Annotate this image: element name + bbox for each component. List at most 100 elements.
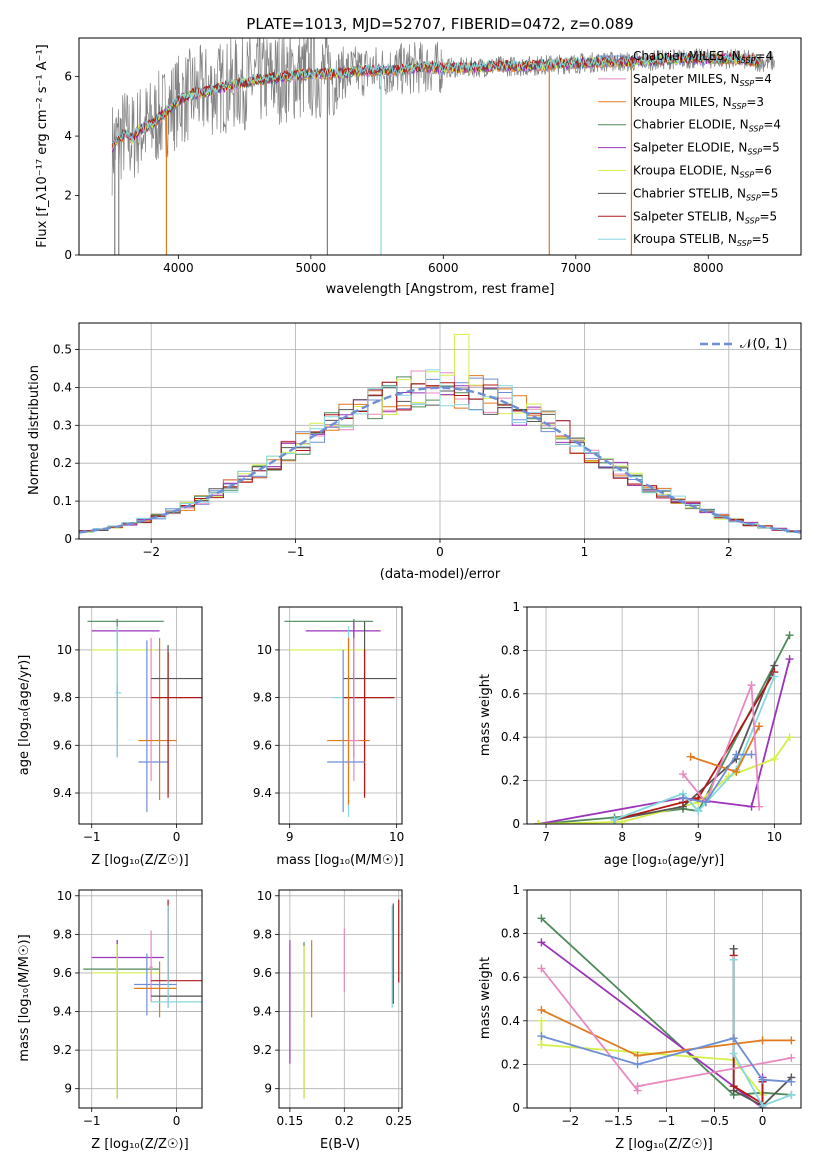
normal-distribution-curve — [79, 386, 801, 534]
residuals-xlabel: (data-model)/error — [380, 567, 501, 582]
mass-weight-marker-salpeter_miles — [787, 1053, 796, 1062]
x-tick-label: 8000 — [693, 261, 724, 275]
spectrum-xlabel: wavelength [Angstrom, rest frame] — [326, 282, 555, 297]
data-layer — [79, 333, 801, 534]
mass-weight-marker-chabrier_miles — [758, 1075, 767, 1084]
data-layer — [284, 618, 397, 817]
x-tick-label: −0.5 — [700, 1114, 729, 1128]
legend-label-salpeter_elodie: Salpeter ELODIE, NSSP=5 — [633, 141, 780, 157]
y-tick-label: 10 — [57, 643, 72, 657]
mass-weight-marker-kroupa_elodie — [537, 1040, 546, 1049]
data-layer — [83, 899, 202, 1099]
mass-vs-z-panel: −1 0 9 9.2 9.4 9.6 9.8 10 Z [log₁₀(Z/Z☉)] mass … — [17, 889, 203, 1152]
mass-weight-marker-chabrier_miles — [633, 1060, 642, 1069]
mass-weight-marker-chabrier_miles — [732, 750, 741, 759]
mass-vs-ebv-plot-area: 0.15 0.2 0.25 9 9.2 9.4 9.6 9.8 10 — [253, 889, 412, 1128]
y-tick-label: 9.6 — [253, 966, 272, 980]
residuals-panel: −2 −1 0 1 2 0 0.1 0.2 0.3 0.4 0.5 (data-model)/err… — [27, 322, 802, 582]
axes-frame — [278, 889, 403, 1109]
mass-weight-marker-chabrier_miles — [729, 1034, 738, 1043]
mass-weight-marker-chabrier_miles — [787, 1077, 796, 1086]
mass-weight-marker-kroupa_elodie — [785, 733, 794, 742]
x-tick-label: 7000 — [561, 261, 592, 275]
x-tick-label: −2 — [561, 1114, 579, 1128]
legend-label-salpeter_miles: Salpeter MILES, NSSP=4 — [633, 72, 772, 88]
mass-weight-marker-chabrier_elodie — [537, 914, 546, 923]
y-tick-label: 9.8 — [53, 691, 72, 705]
legend-label-kroupa_miles: Kroupa MILES, NSSP=3 — [633, 95, 764, 111]
mass-weight-line-chabrier_miles — [682, 753, 752, 804]
x-tick-label: 9 — [694, 830, 702, 844]
y-tick-label: 9.4 — [253, 786, 272, 800]
mass-weight-vs-z-xlabel: Z [log₁₀(Z/Z☉)] — [615, 1137, 712, 1152]
mass-weight-marker-salpeter_miles — [537, 964, 546, 973]
y-tick-label: 9.4 — [53, 786, 72, 800]
y-tick-label: 0.3 — [53, 418, 72, 432]
y-tick-label: 0.1 — [53, 494, 72, 508]
legend-label-kroupa_elodie: Kroupa ELODIE, NSSP=6 — [633, 164, 772, 180]
data-layer — [111, 38, 775, 255]
x-tick-label: 7 — [542, 830, 550, 844]
x-tick-label: −1.5 — [604, 1114, 633, 1128]
mass-weight-line-chabrier_stelib — [614, 665, 776, 821]
y-tick-label: 9 — [64, 1082, 72, 1096]
mass-weight-marker-salpeter_elodie — [537, 938, 546, 947]
y-tick-label: 1 — [512, 883, 520, 897]
histogram-step-kroupa_stelib — [79, 369, 801, 533]
model-line-kroupa_stelib — [111, 51, 762, 148]
x-tick-label: 5000 — [296, 261, 327, 275]
age-vs-z-xlabel: Z [log₁₀(Z/Z☉)] — [91, 853, 188, 868]
mass-weight-line-kroupa_miles — [690, 725, 760, 773]
spectrum-ylabel: Flux [f_λ10⁻¹⁷ erg cm⁻² s⁻¹ A⁻¹] — [35, 44, 50, 248]
mass-weight-marker-kroupa_miles — [758, 1036, 767, 1045]
mass-weight-marker-salpeter_miles — [679, 770, 688, 779]
y-tick-label: 9.6 — [53, 738, 72, 752]
mass-weight-marker-kroupa_stelib — [770, 672, 779, 681]
mass-weight-marker-kroupa_elodie — [618, 817, 627, 824]
y-tick-label: 9.2 — [253, 1043, 272, 1057]
x-tick-label: 1 — [581, 545, 589, 559]
age-vs-mass-plot-area: 9 10 9.4 9.6 9.8 10 — [253, 606, 404, 844]
mass-weight-marker-salpeter_miles — [755, 802, 764, 811]
y-tick-label: 0.8 — [501, 643, 520, 657]
legend-label-chabrier_miles: Chabrier MILES, NSSP=4 — [633, 49, 773, 65]
x-tick-label: −1 — [658, 1114, 676, 1128]
mass-weight-line-salpeter_miles — [682, 684, 760, 807]
mass-weight-marker-kroupa_miles — [537, 1005, 546, 1014]
y-tick-label: 9.4 — [53, 1005, 72, 1019]
model-line-chabrier_stelib — [111, 52, 762, 147]
mass-weight-vs-z-ylabel: mass weight — [478, 957, 493, 1039]
mass-weight-line-chabrier_elodie — [540, 917, 792, 1096]
y-tick-label: 0.2 — [501, 774, 520, 788]
mass-weight-marker-chabrier_miles — [537, 1032, 546, 1041]
x-tick-label: 8 — [618, 830, 626, 844]
spectrum-legend: Chabrier MILES, NSSP=4 Salpeter MILES, NS… — [598, 49, 781, 248]
x-tick-label: 0 — [759, 1114, 767, 1128]
x-tick-label: 0 — [436, 545, 444, 559]
mass-weight-line-kroupa_stelib — [732, 959, 792, 1107]
legend-label-kroupa_stelib: Kroupa STELIB, NSSP=5 — [633, 232, 769, 248]
mass-weight-marker-salpeter_miles — [747, 681, 756, 690]
y-tick-label: 9.8 — [53, 927, 72, 941]
mass-weight-marker-kroupa_stelib — [610, 815, 619, 824]
y-tick-label: 0.4 — [501, 1014, 520, 1028]
y-tick-label: 10 — [257, 889, 272, 903]
residuals-legend-label: 𝒩(0, 1) — [740, 337, 787, 352]
y-tick-label: 1 — [512, 600, 520, 614]
axes-frame — [78, 606, 203, 825]
mass-weight-marker-chabrier_elodie — [785, 631, 794, 640]
axes-frame — [78, 889, 203, 1109]
x-tick-label: −2 — [142, 545, 160, 559]
y-tick-label: 9.8 — [253, 691, 272, 705]
y-tick-label: 6 — [64, 70, 72, 84]
y-tick-label: 0.2 — [501, 1057, 520, 1071]
data-layer — [537, 914, 796, 1108]
x-tick-label: 6000 — [428, 261, 459, 275]
mass-weight-marker-kroupa_elodie — [537, 1016, 546, 1025]
x-tick-label: −1 — [287, 545, 305, 559]
y-tick-label: 9 — [264, 1082, 272, 1096]
y-tick-label: 4 — [64, 129, 72, 143]
age-vs-mass-xlabel: mass [log₁₀(M/M☉)] — [276, 853, 403, 868]
mass-weight-vs-z-panel: −2 −1.5 −1 −0.5 0 0 0.2 0.4 0.6 0.8 1 Z [log₁₀(Z/Z… — [478, 883, 802, 1152]
